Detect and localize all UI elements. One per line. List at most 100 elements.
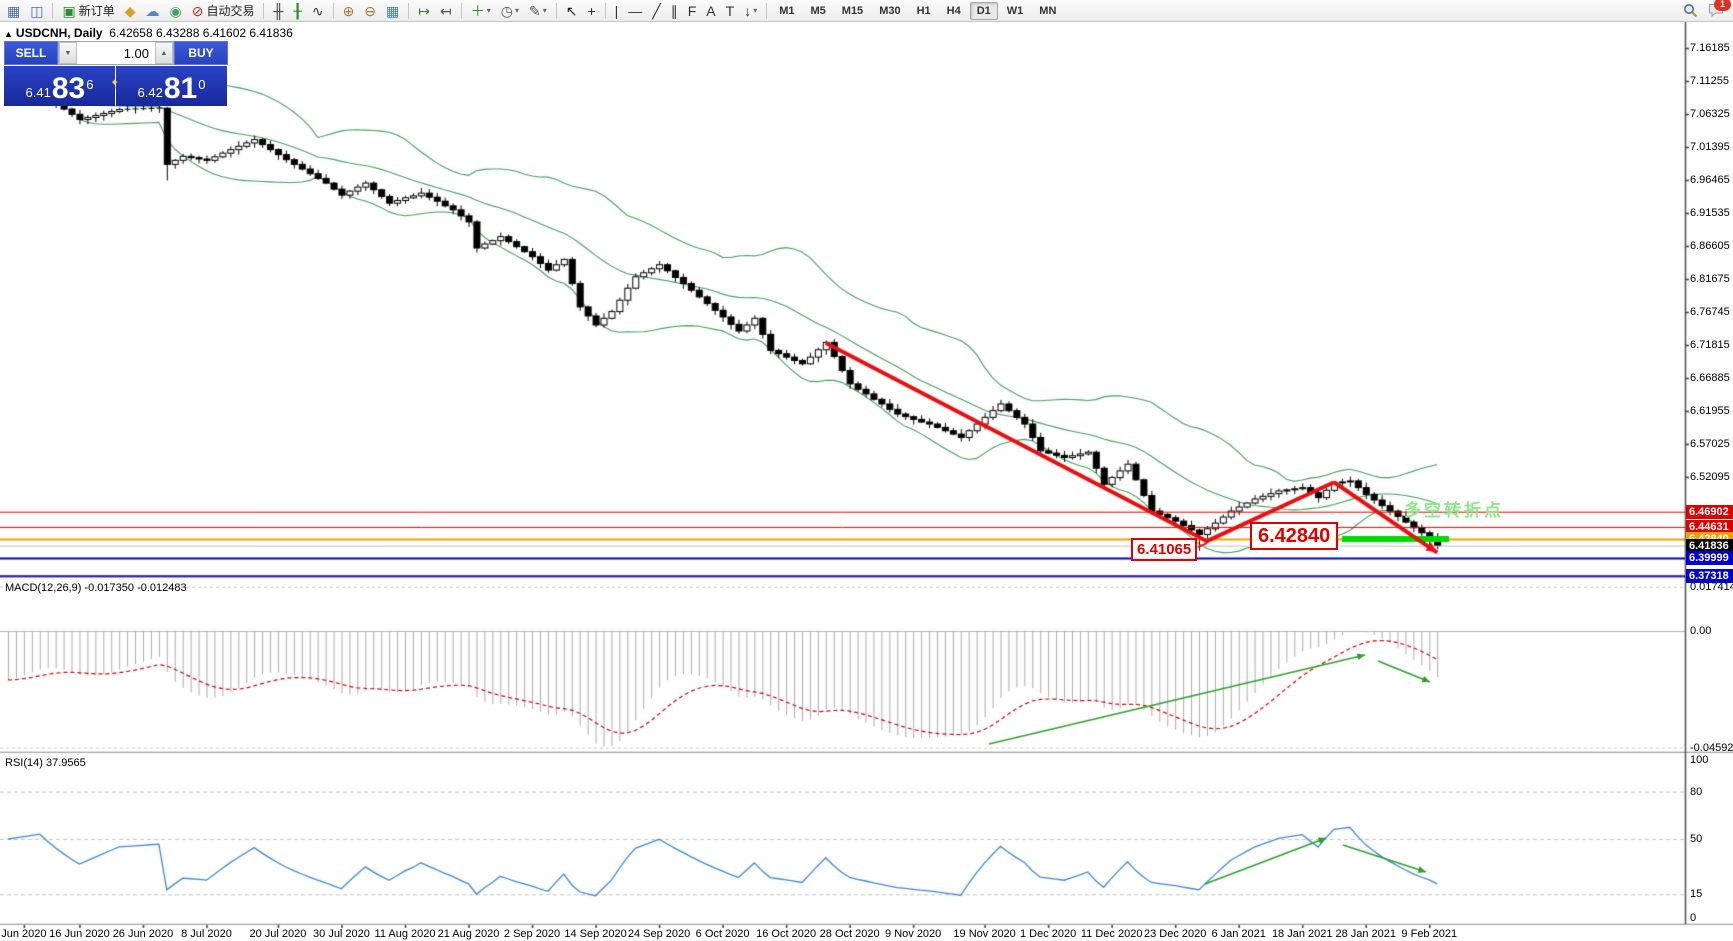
text-label-icon: T bbox=[725, 2, 735, 19]
chevron-down-icon[interactable]: ▾ bbox=[753, 6, 758, 15]
timeframe-w1[interactable]: W1 bbox=[1006, 4, 1024, 17]
macd-tick-label: -0.045929 bbox=[1690, 741, 1733, 754]
vertical-line-icon: | bbox=[614, 2, 619, 19]
timeframe-h4[interactable]: H4 bbox=[946, 4, 961, 17]
metaeditor-button[interactable]: ◆ bbox=[120, 0, 141, 22]
date-tick-label: 6 Oct 2020 bbox=[695, 928, 750, 940]
search-icon[interactable] bbox=[1681, 2, 1699, 20]
volume-down-button[interactable]: ▼ bbox=[59, 42, 77, 64]
chart-title: ▲ USDCNH, Daily 6.42658 6.43288 6.41602 6… bbox=[4, 26, 293, 40]
new-chart-button[interactable]: ▦ bbox=[2, 0, 25, 22]
buy-button[interactable]: BUY bbox=[174, 41, 228, 65]
chat-icon[interactable]: 1 bbox=[1707, 0, 1731, 20]
date-tick-label: 23 Dec 2020 bbox=[1143, 928, 1207, 940]
timeframe-m5[interactable]: M5 bbox=[810, 4, 826, 17]
cursor-button[interactable]: ↖ bbox=[561, 0, 583, 22]
chart-shift-button[interactable]: ↤ bbox=[435, 0, 457, 22]
price-tick-label: 7.06325 bbox=[1690, 107, 1730, 120]
buy-price-big: 81 bbox=[163, 72, 198, 105]
rsi-tick-label: 100 bbox=[1690, 754, 1709, 766]
timeframe-m30[interactable]: M30 bbox=[879, 4, 901, 17]
new-order-button[interactable]: ▣ 新订单 bbox=[57, 0, 119, 22]
fibonacci-button[interactable]: F bbox=[683, 0, 702, 22]
sell-price[interactable]: 6.41 83 6 bbox=[4, 66, 115, 106]
chevron-down-icon[interactable]: ▾ bbox=[514, 6, 519, 15]
periods-icon: ◷ bbox=[500, 2, 513, 19]
signals-button[interactable]: ◉ bbox=[165, 0, 187, 22]
price-label-642840[interactable]: 6.42840 bbox=[1250, 522, 1339, 550]
zoom-in-button[interactable]: ⊕ bbox=[338, 0, 360, 22]
rsi-tick-label: 50 bbox=[1690, 833, 1703, 845]
macd-pane-separator[interactable] bbox=[0, 577, 1733, 581]
chevron-down-icon[interactable]: ▾ bbox=[486, 6, 491, 15]
text-icon: A bbox=[706, 2, 716, 19]
new-chart-icon: ▦ bbox=[7, 2, 21, 19]
date-tick-label: 28 Oct 2020 bbox=[819, 928, 880, 940]
timeframe-d1[interactable]: D1 bbox=[969, 1, 998, 20]
autotrading-icon: ⊘ bbox=[191, 2, 204, 19]
toolbar-separator bbox=[555, 2, 557, 19]
indicators-icon: ＋ bbox=[470, 2, 485, 19]
date-tick-label: Jun 2020 bbox=[1, 928, 47, 940]
channel-button[interactable]: ∥ bbox=[666, 0, 683, 22]
macd-tick-label: 0.00 bbox=[1690, 625, 1712, 637]
sell-price-big: 83 bbox=[51, 72, 86, 105]
chevron-down-icon[interactable]: ▾ bbox=[542, 6, 547, 15]
buy-price-sup: 0 bbox=[198, 77, 206, 92]
text-label-button[interactable]: T bbox=[721, 0, 740, 22]
periods-button[interactable]: ◷ ▾ bbox=[496, 0, 524, 22]
pivot-point-text[interactable]: 多空转折点 bbox=[1404, 501, 1504, 520]
chart-profile-button[interactable]: ◫ bbox=[25, 0, 48, 22]
date-tick-label: 9 Feb 2021 bbox=[1401, 928, 1458, 940]
unread-badge: 1 bbox=[1714, 0, 1731, 11]
buy-price[interactable]: 6.42 81 0 bbox=[116, 66, 227, 106]
timeframe-h1[interactable]: H1 bbox=[916, 4, 931, 17]
date-tick-label: 19 Nov 2020 bbox=[953, 928, 1016, 940]
timeframe-mn[interactable]: MN bbox=[1039, 4, 1057, 17]
price-tick-label: 7.11255 bbox=[1690, 74, 1729, 87]
horizontal-line-button[interactable]: — bbox=[623, 0, 647, 22]
timeframe-m15[interactable]: M15 bbox=[841, 4, 864, 17]
text-button[interactable]: A bbox=[701, 0, 720, 22]
zoom-out-button[interactable]: ⊖ bbox=[359, 0, 381, 22]
mql-community-button[interactable]: ☁ bbox=[141, 0, 165, 22]
level-price-label: 6.44631 bbox=[1686, 519, 1733, 534]
date-tick-label: 20 Jul 2020 bbox=[249, 928, 307, 940]
autotrading-button[interactable]: ⊘ 自动交易 bbox=[187, 0, 260, 22]
price-label-641065[interactable]: 6.41065 bbox=[1131, 538, 1198, 561]
templates-button[interactable]: ✎ ▾ bbox=[524, 0, 552, 22]
arrows-button[interactable]: ↓ ▾ bbox=[739, 0, 762, 22]
sell-button[interactable]: SELL bbox=[4, 41, 58, 65]
date-tick-label: 9 Nov 2020 bbox=[885, 928, 942, 940]
signals-icon: ◉ bbox=[169, 2, 182, 19]
timeframe-m1[interactable]: M1 bbox=[779, 4, 795, 17]
toolbar: ▦ ◫ ▣ 新订单 ◆ ☁ ◉ ⊘ 自动交易 ╫ ╂ ∿ ⊕ ⊖ ▦ ↦ ↤ ＋ ▾ ◷ ▾ ✎ ▾ ↖ + | — ╱ ∥ F A T ↓ ▾ … bbox=[0, 0, 1733, 22]
date-tick-label: 11 Aug 2020 bbox=[374, 928, 436, 940]
autotrading-label: 自动交易 bbox=[206, 4, 255, 18]
volume-up-button[interactable]: ▲ bbox=[155, 42, 173, 64]
chart-profile-icon: ◫ bbox=[30, 2, 44, 19]
candlestick-button[interactable]: ╂ bbox=[288, 0, 306, 22]
price-tick-label: 7.01395 bbox=[1690, 140, 1730, 153]
indicators-button[interactable]: ＋ ▾ bbox=[466, 0, 496, 22]
autoscroll-button[interactable]: ↦ bbox=[413, 0, 435, 22]
chart-shift-icon: ↤ bbox=[440, 2, 452, 19]
level-price-label: 6.39999 bbox=[1686, 550, 1733, 565]
crosshair-button[interactable]: + bbox=[582, 0, 600, 22]
vertical-line-button[interactable]: | bbox=[610, 0, 624, 22]
price-tick-label: 6.57025 bbox=[1690, 437, 1730, 450]
trendline-button[interactable]: ╱ bbox=[647, 0, 665, 22]
date-tick-label: 2 Sep 2020 bbox=[503, 928, 561, 940]
volume-stepper: ▼ 1.00 ▲ bbox=[58, 41, 174, 65]
tile-windows-button[interactable]: ▦ bbox=[381, 0, 404, 22]
rsi-pane-separator[interactable] bbox=[0, 752, 1733, 756]
price-tick-label: 6.66885 bbox=[1690, 371, 1730, 384]
spread-marker-icon: ◆ bbox=[112, 79, 118, 86]
line-chart-button[interactable]: ∿ bbox=[307, 0, 329, 22]
collapse-arrow-icon[interactable]: ▲ bbox=[4, 29, 13, 39]
toolbar-separator bbox=[460, 2, 462, 19]
bar-chart-button[interactable]: ╫ bbox=[268, 0, 288, 22]
volume-value[interactable]: 1.00 bbox=[123, 45, 149, 61]
